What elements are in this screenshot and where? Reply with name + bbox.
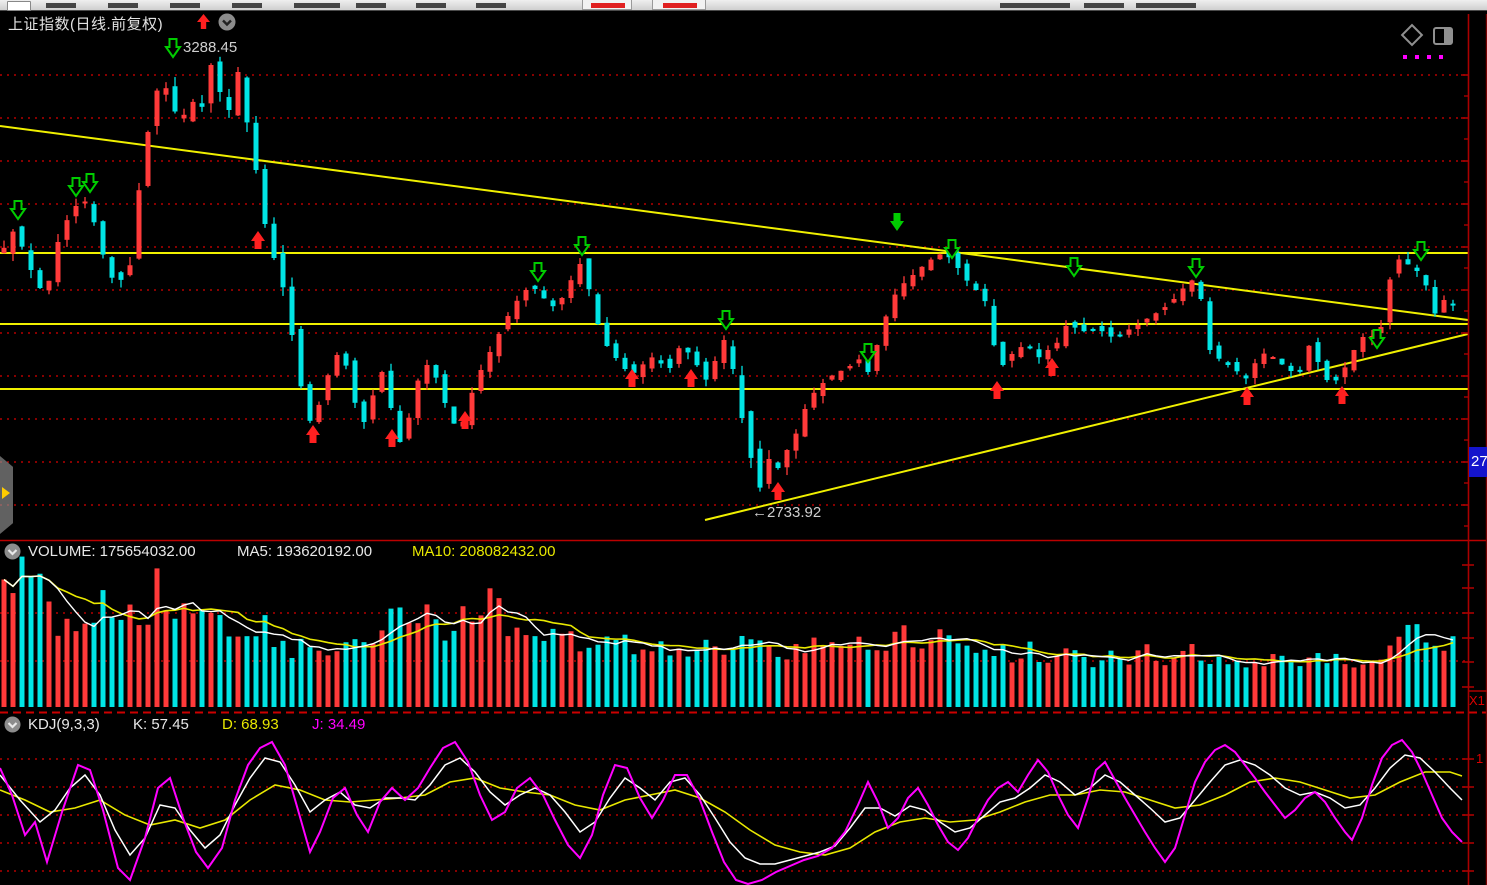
magenta-dot: [1403, 55, 1407, 59]
menu-item-clipped[interactable]: [356, 3, 386, 8]
app-logo-icon: [7, 1, 31, 11]
menubar[interactable]: [0, 0, 1487, 11]
magenta-dot: [1427, 55, 1431, 59]
chart-titlebar: 上证指数(日线.前复权): [0, 10, 1487, 34]
menu-item-clipped[interactable]: [46, 3, 76, 8]
svg-text:1: 1: [1476, 751, 1483, 766]
collapse-chevron-icon[interactable]: [4, 716, 21, 733]
volume-ma10-value: MA10: 208082432.00: [412, 543, 556, 560]
price-axis-label: 27: [1469, 447, 1487, 477]
kdj-name: KDJ(9,3,3): [28, 716, 100, 733]
menu-item-clipped[interactable]: [1084, 3, 1124, 8]
candlestick-series: [1, 56, 1456, 492]
menu-item-clipped[interactable]: [170, 3, 200, 8]
kdj-indicator-row: KDJ(9,3,3) K: 57.45 D: 68.93 J: 34.49: [0, 715, 1487, 735]
menubar-button-red-1[interactable]: [582, 0, 632, 10]
menu-item-clipped[interactable]: [232, 3, 262, 8]
gridlines: [0, 74, 1468, 872]
up-arrow-icon: [197, 14, 210, 29]
menu-item-clipped[interactable]: [1136, 3, 1196, 8]
menu-item-clipped[interactable]: [1000, 3, 1070, 8]
collapse-chevron-icon[interactable]: [4, 543, 21, 560]
kdj-d-value: D: 68.93: [222, 716, 279, 733]
chart-title: 上证指数(日线.前复权): [8, 16, 164, 33]
volume-indicator-row: VOLUME: 175654032.00 MA5: 193620192.00 M…: [0, 542, 1487, 562]
button-text-clipped: [591, 3, 625, 8]
volume-value: VOLUME: 175654032.00: [28, 543, 196, 560]
signal-arrows: [9, 38, 1430, 500]
menu-item-clipped[interactable]: [294, 3, 340, 8]
expand-arrow-icon[interactable]: [2, 487, 10, 499]
pane-dividers: [0, 539, 1487, 714]
menu-item-clipped[interactable]: [108, 3, 138, 8]
volume-ma-lines: [3, 575, 1454, 666]
panel-layout-icon[interactable]: [1433, 27, 1453, 45]
menu-item-clipped[interactable]: [476, 3, 506, 8]
kdj-k-value: K: 57.45: [133, 716, 189, 733]
svg-text:X1: X1: [1469, 693, 1485, 708]
trendlines: [0, 125, 1469, 521]
collapse-chevron-icon[interactable]: [218, 13, 236, 31]
menubar-button-red-2[interactable]: [652, 0, 706, 10]
magenta-dot: [1415, 55, 1419, 59]
volume-bars: [1, 556, 1456, 707]
kdj-lines: [0, 738, 1463, 885]
high-annotation: 3288.45: [183, 39, 238, 56]
magenta-dot: [1439, 55, 1443, 59]
low-annotation: ←2733.92: [752, 504, 822, 521]
button-text-clipped: [663, 3, 697, 8]
menu-item-clipped[interactable]: [416, 3, 446, 8]
kdj-j-value: J: 34.49: [312, 716, 366, 733]
volume-ma5-value: MA5: 193620192.00: [237, 543, 373, 560]
